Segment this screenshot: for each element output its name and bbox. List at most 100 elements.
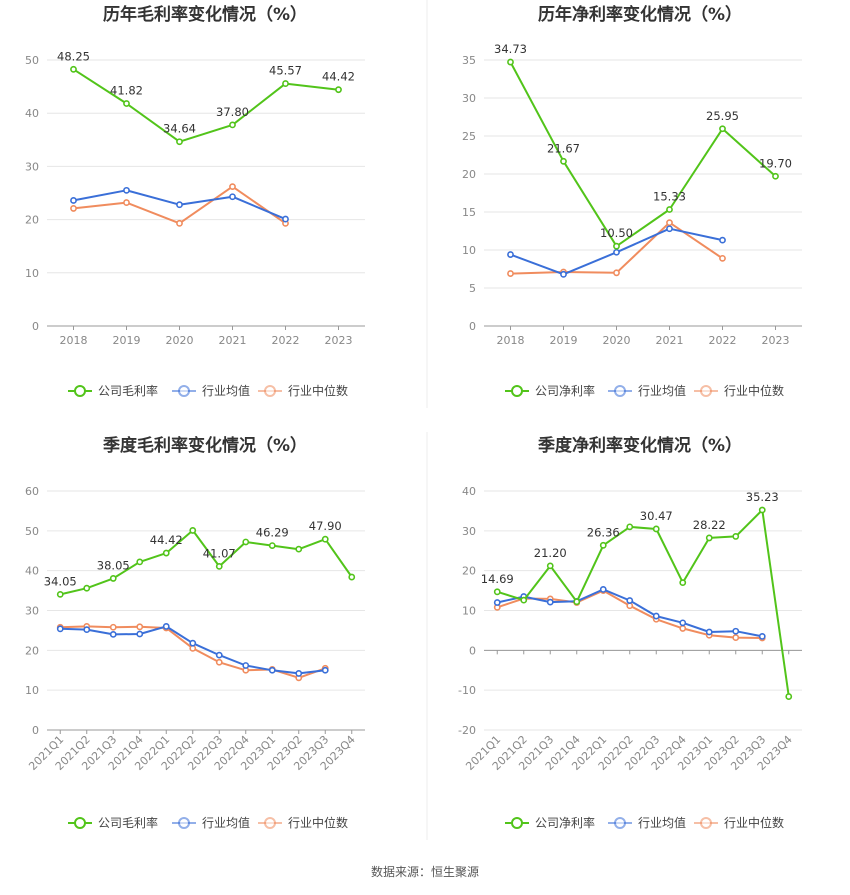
data-source: 数据来源：恒生聚源 xyxy=(371,864,479,879)
data-point xyxy=(652,525,660,533)
legend-marker-icon xyxy=(511,385,523,397)
data-point xyxy=(493,588,501,596)
data-point xyxy=(560,270,567,278)
series-line xyxy=(497,588,763,638)
data-point xyxy=(732,634,740,641)
chart-title: 季度净利率变化情况（%） xyxy=(538,435,742,456)
data-label: 41.82 xyxy=(110,84,143,98)
data-point xyxy=(162,623,170,630)
x-tick-label: 2020 xyxy=(603,334,631,347)
data-label: 34.64 xyxy=(163,122,196,136)
data-point xyxy=(215,651,223,659)
y-tick-label: 30 xyxy=(462,92,476,105)
data-point xyxy=(229,183,236,191)
data-point xyxy=(242,538,250,546)
data-label: 26.36 xyxy=(587,525,620,539)
chart-title: 季度毛利率变化情况（%） xyxy=(103,435,307,456)
data-point xyxy=(679,579,687,587)
y-tick-label: 0 xyxy=(32,724,39,737)
data-point xyxy=(109,631,117,638)
legend-item: 行业中位数 xyxy=(258,383,348,398)
data-point xyxy=(507,251,514,258)
data-point xyxy=(520,596,528,604)
data-point xyxy=(123,186,130,194)
data-label: 19.70 xyxy=(759,156,792,170)
data-point xyxy=(268,666,276,674)
data-label: 34.05 xyxy=(44,574,77,588)
series-line xyxy=(509,61,777,248)
data-point xyxy=(123,100,130,107)
y-tick-label: 40 xyxy=(25,565,39,578)
data-point xyxy=(189,527,197,534)
series-行业中位数 xyxy=(493,587,766,642)
legend-marker-icon xyxy=(700,817,712,829)
x-tick-label: 2019 xyxy=(550,334,578,347)
data-point xyxy=(758,506,766,514)
data-point xyxy=(679,625,687,632)
data-point xyxy=(719,236,726,244)
data-point xyxy=(268,542,276,550)
y-tick-label: -10 xyxy=(458,684,476,697)
series-行业均值 xyxy=(70,186,289,223)
legend-item: 公司净利率 xyxy=(505,383,595,398)
data-label: 30.47 xyxy=(640,509,673,523)
x-tick-label: 2021 xyxy=(656,334,684,347)
data-point xyxy=(83,584,91,592)
data-point xyxy=(176,138,183,146)
data-point xyxy=(626,523,634,531)
data-point xyxy=(70,205,77,212)
x-tick-label: 2018 xyxy=(60,334,88,347)
y-tick-label: 25 xyxy=(462,130,476,143)
x-tick-label: 2021 xyxy=(219,334,247,347)
y-tick-label: 35 xyxy=(462,54,476,67)
data-point xyxy=(136,630,144,638)
y-tick-label: 20 xyxy=(462,565,476,578)
data-point xyxy=(732,533,740,540)
data-point xyxy=(56,625,64,633)
x-tick-label: 2023 xyxy=(325,334,353,347)
data-point xyxy=(70,65,77,73)
legend-label: 公司净利率 xyxy=(535,383,595,398)
series-公司毛利率: 34.05 38.05 44.42 41.07 46.29 47.90 xyxy=(44,519,356,598)
legend-marker-icon xyxy=(178,817,190,829)
data-point xyxy=(295,670,303,677)
data-point xyxy=(321,666,329,674)
legend-label: 行业均值 xyxy=(202,815,250,830)
legend-label: 公司净利率 xyxy=(535,815,595,830)
data-point xyxy=(546,562,554,570)
legend-marker-icon xyxy=(178,385,190,397)
legend-item: 公司毛利率 xyxy=(68,383,158,398)
data-point xyxy=(679,619,687,627)
data-point xyxy=(573,598,581,606)
y-tick-label: 10 xyxy=(462,605,476,618)
series-公司净利率: 34.73 21.67 10.50 15.33 25.95 19.70 xyxy=(494,42,792,250)
legend-item: 行业均值 xyxy=(608,815,686,830)
y-tick-label: 5 xyxy=(469,282,476,295)
data-label: 15.33 xyxy=(653,189,686,203)
data-label: 41.07 xyxy=(203,546,236,560)
data-label: 25.95 xyxy=(706,109,739,123)
legend-label: 公司毛利率 xyxy=(98,383,158,398)
data-point xyxy=(772,172,779,180)
data-label: 34.73 xyxy=(494,42,527,56)
data-point xyxy=(613,242,620,250)
data-point xyxy=(295,545,303,553)
data-point xyxy=(666,219,673,227)
data-point xyxy=(719,254,726,262)
series-行业均值 xyxy=(56,623,329,677)
legend-label: 行业中位数 xyxy=(288,815,348,830)
legend-marker-icon xyxy=(700,385,712,397)
data-label: 38.05 xyxy=(97,558,130,572)
y-tick-label: 30 xyxy=(25,160,39,173)
data-point xyxy=(335,86,342,94)
data-point xyxy=(560,157,567,165)
data-point xyxy=(321,535,329,543)
data-label: 14.69 xyxy=(481,572,514,586)
y-tick-label: 15 xyxy=(462,206,476,219)
y-tick-label: 0 xyxy=(469,644,476,657)
data-label: 21.67 xyxy=(547,141,580,155)
chart-c4: 季度净利率变化情况（%）-20-100102030402021Q12021Q22… xyxy=(458,435,802,830)
data-point xyxy=(732,627,740,635)
data-point xyxy=(136,558,144,566)
